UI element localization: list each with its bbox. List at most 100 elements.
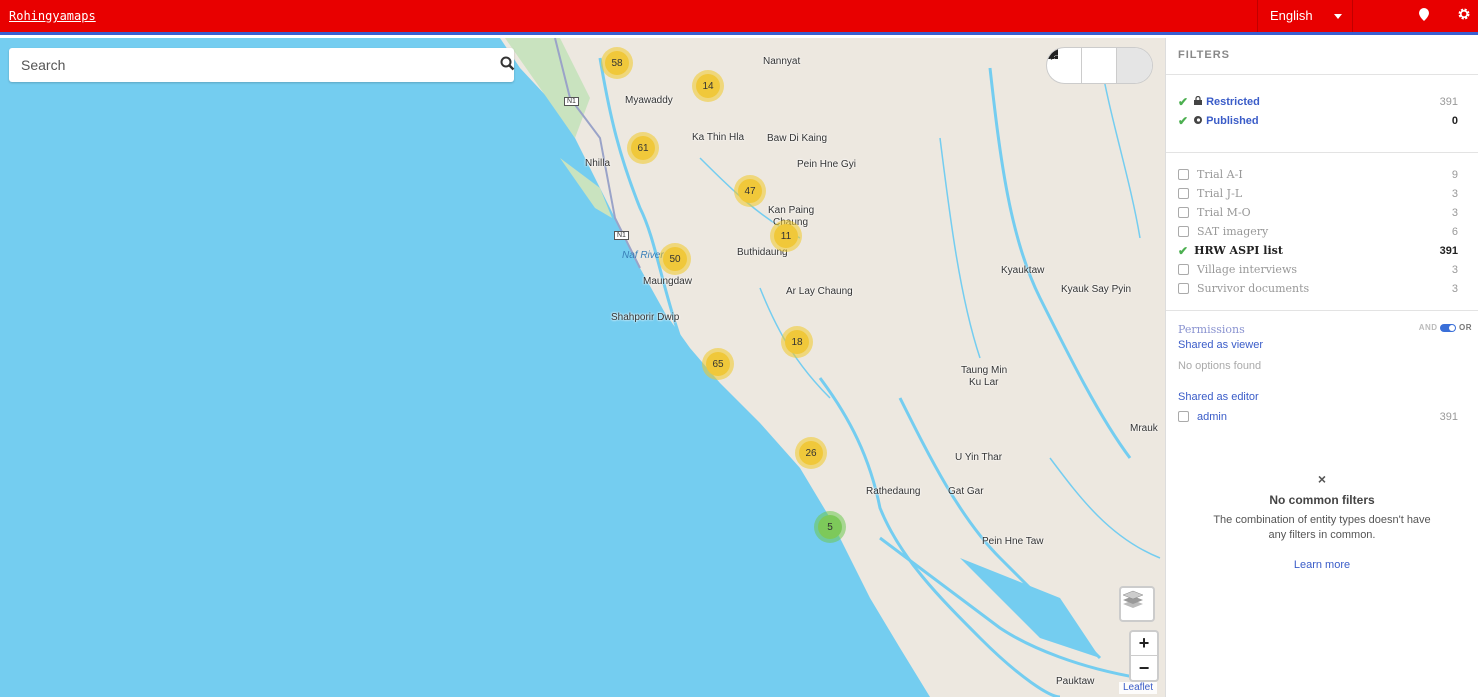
checkbox[interactable]	[1178, 264, 1189, 275]
close-icon[interactable]: ×	[1317, 471, 1327, 487]
map-marker-icon[interactable]	[1419, 8, 1429, 24]
shared-as-editor-label: Shared as editor	[1178, 391, 1259, 403]
chevron-down-icon	[1334, 14, 1342, 19]
place-label: Pein Hne Gyi	[797, 159, 856, 170]
checkbox[interactable]	[1178, 411, 1189, 422]
learn-more-link[interactable]: Learn more	[1293, 559, 1351, 571]
checkbox[interactable]	[1178, 188, 1189, 199]
place-label: Myawaddy	[625, 95, 673, 106]
search-input[interactable]	[9, 48, 469, 82]
top-bar: Rohingyamaps English	[0, 0, 1478, 35]
list-view-button[interactable]	[1047, 48, 1117, 83]
filters-title: FILTERS	[1166, 38, 1478, 75]
place-label: Rathedaung	[866, 486, 921, 497]
place-label: Gat Gar	[948, 486, 984, 497]
filter-count: 391	[1439, 410, 1458, 423]
filter-label: Trial M-O	[1197, 206, 1251, 219]
cluster-count: 11	[774, 224, 798, 248]
filter-type[interactable]: Survivor documents 3	[1178, 279, 1458, 298]
checkbox[interactable]	[1178, 226, 1189, 237]
marker-cluster[interactable]: 14	[692, 70, 724, 102]
lock-icon	[1194, 95, 1203, 108]
zoom-in-button[interactable]: +	[1131, 632, 1157, 656]
filter-count: 0	[1451, 114, 1458, 127]
filter-type[interactable]: SAT imagery 6	[1178, 222, 1458, 241]
marker-cluster[interactable]: 5	[814, 511, 846, 543]
marker-cluster[interactable]: 50	[659, 243, 691, 275]
marker-cluster[interactable]: 58	[601, 47, 633, 79]
filter-count: 3	[1451, 187, 1458, 200]
filter-count: 391	[1439, 244, 1458, 257]
search-bar	[9, 48, 515, 82]
filter-type[interactable]: Village interviews 3	[1178, 260, 1458, 279]
filter-type[interactable]: Trial A-I 9	[1178, 165, 1458, 184]
filter-count: 9	[1451, 168, 1458, 181]
check-icon: ✔	[1178, 94, 1189, 109]
filter-label: Survivor documents	[1197, 282, 1310, 295]
checkbox[interactable]	[1178, 169, 1189, 180]
globe-icon	[1194, 115, 1203, 127]
or-label: OR	[1459, 323, 1472, 332]
cluster-count: 58	[605, 51, 629, 75]
filter-label: HRW ASPI list	[1194, 244, 1283, 257]
map-attribution[interactable]: Leaflet	[1119, 682, 1158, 694]
marker-cluster[interactable]: 47	[734, 175, 766, 207]
and-or-toggle[interactable]: AND OR	[1419, 323, 1472, 336]
filter-count: 3	[1451, 206, 1458, 219]
layers-button[interactable]	[1119, 586, 1155, 622]
filter-label: admin	[1197, 410, 1227, 423]
place-label: Baw Di Kaing	[767, 133, 828, 144]
toggle-switch[interactable]	[1440, 323, 1457, 332]
filter-type[interactable]: Trial J-L 3	[1178, 184, 1458, 203]
checkbox[interactable]	[1178, 283, 1189, 294]
marker-cluster[interactable]: 18	[781, 326, 813, 358]
place-label: Ar Lay Chaung	[786, 286, 853, 297]
filter-label: Published	[1206, 114, 1259, 127]
filter-restricted[interactable]: ✔ Restricted 391	[1178, 92, 1458, 111]
marker-cluster[interactable]: 65	[702, 348, 734, 380]
no-options-text: No options found	[1178, 360, 1262, 372]
map[interactable]: Nannyat Myawaddy Ka Thin Hla Baw Di Kaing Nh…	[0, 38, 1165, 697]
place-label: Mrauk	[1130, 423, 1158, 434]
filter-count: 6	[1451, 225, 1458, 238]
filter-type[interactable]: ✔ HRW ASPI list 391	[1178, 241, 1458, 260]
place-label: Buthidaung	[737, 247, 788, 258]
place-label: Maungdaw	[643, 276, 692, 287]
filter-label: Trial J-L	[1197, 187, 1243, 200]
permissions-filter: Permissions AND OR Shared as viewer No o…	[1166, 311, 1478, 426]
language-dropdown[interactable]: English	[1257, 0, 1353, 32]
cluster-count: 61	[631, 136, 655, 160]
permissions-title: Permissions	[1178, 323, 1245, 336]
marker-cluster[interactable]: 26	[795, 437, 827, 469]
filter-count: 3	[1451, 282, 1458, 295]
language-value: English	[1270, 8, 1313, 23]
type-filters: Trial A-I 9 Trial J-L 3 Trial M-O 3 SAT imager…	[1166, 153, 1478, 311]
filter-count: 3	[1451, 263, 1458, 276]
filter-label: SAT imagery	[1197, 225, 1269, 238]
zoom-out-button[interactable]: −	[1138, 657, 1150, 678]
road-shield: N1	[564, 97, 579, 106]
filter-published[interactable]: ✔ Published 0	[1178, 111, 1458, 130]
cluster-count: 18	[785, 330, 809, 354]
filters-panel: FILTERS ✔ Restricted 391 ✔ Published 0 Trial…	[1165, 38, 1478, 697]
brand-link[interactable]: Rohingyamaps	[9, 9, 96, 23]
filter-label: Trial A-I	[1197, 168, 1243, 181]
and-label: AND	[1418, 323, 1438, 332]
marker-cluster[interactable]: 11	[770, 220, 802, 252]
gear-icon[interactable]	[1458, 8, 1470, 23]
filter-label: Restricted	[1206, 95, 1260, 108]
place-label: Nhilla	[585, 158, 611, 169]
no-common-filters: × No common filters The combination of e…	[1166, 471, 1478, 571]
filter-admin[interactable]: admin 391	[1178, 407, 1472, 426]
check-icon: ✔	[1178, 113, 1189, 128]
place-label: Kyauk Say Pyin	[1061, 284, 1132, 295]
place-label: Nannyat	[763, 56, 801, 67]
check-icon: ✔	[1178, 243, 1189, 258]
cluster-count: 26	[799, 441, 823, 465]
map-view-button[interactable]	[1047, 48, 1152, 83]
marker-cluster[interactable]: 61	[627, 132, 659, 164]
filter-type[interactable]: Trial M-O 3	[1178, 203, 1458, 222]
shared-as-viewer-label: Shared as viewer	[1178, 339, 1263, 351]
checkbox[interactable]	[1178, 207, 1189, 218]
view-switcher	[1047, 48, 1152, 83]
